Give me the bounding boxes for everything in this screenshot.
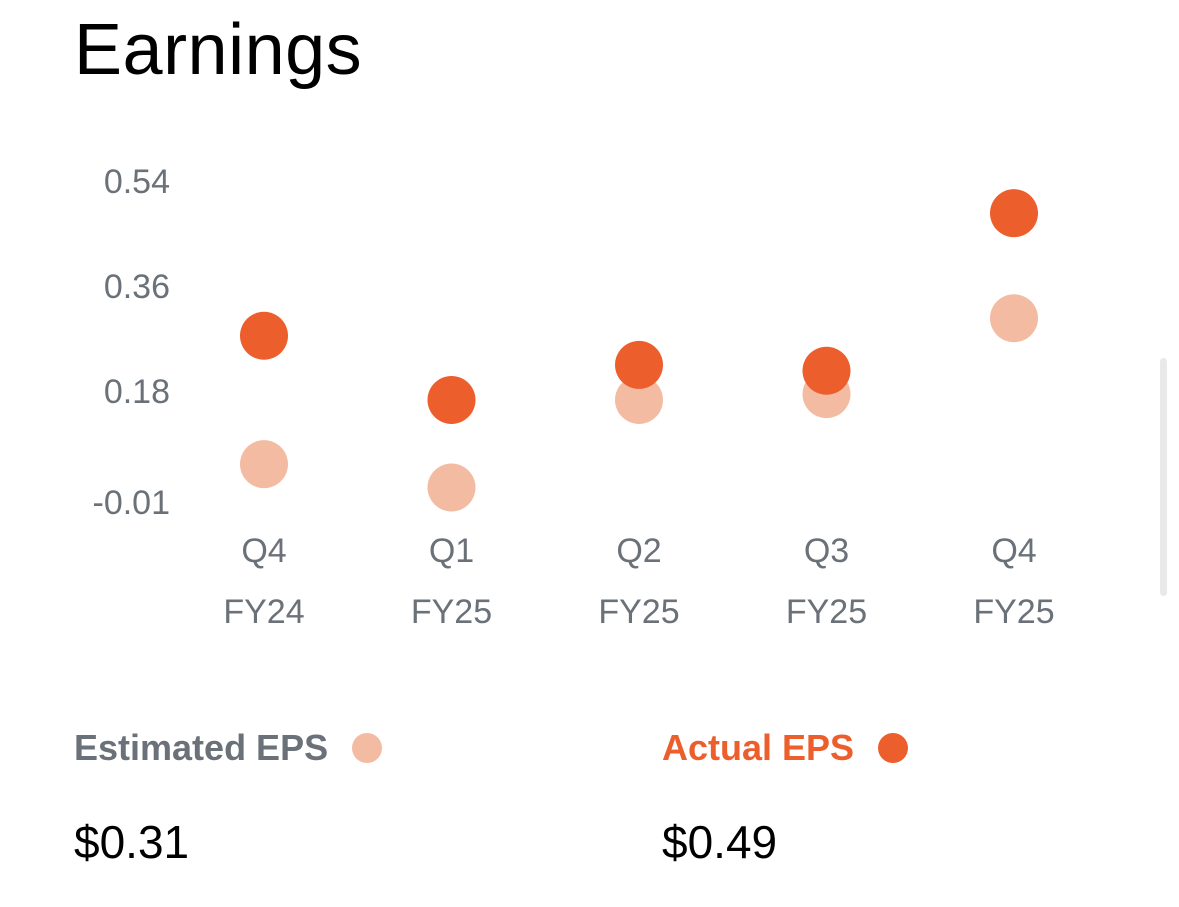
estimated-dot-icon [352, 733, 383, 763]
x-tick-quarter-label: Q4 [991, 532, 1036, 570]
legend-actual-eps: Actual EPS [662, 722, 909, 774]
legend-estimated-eps: Estimated EPS [74, 722, 383, 774]
y-tick-label: 0.18 [104, 373, 170, 411]
estimated-eps-point [990, 294, 1038, 343]
actual-eps-point [990, 189, 1038, 238]
x-tick-year-label: FY25 [411, 593, 492, 631]
actual-eps-value: $0.49 [662, 816, 778, 868]
x-tick-quarter-label: Q3 [804, 532, 849, 570]
x-tick-quarter-label: Q4 [241, 532, 286, 570]
estimated-eps-value: $0.31 [74, 816, 190, 868]
scrollbar[interactable] [1160, 358, 1167, 596]
data-points [240, 189, 1038, 512]
x-axis: Q4 FY24 Q1 FY25 Q2 FY25 Q3 FY25 Q4 FY25 [223, 532, 1054, 631]
y-tick-label: -0.01 [93, 484, 171, 522]
actual-eps-point [240, 311, 288, 360]
x-tick-year-label: FY25 [973, 593, 1054, 631]
eps-chart: 0.54 0.36 0.18 -0.01 Q4 FY24 Q1 FY25 Q2 FY25 Q3 FY… [93, 163, 1055, 631]
actual-eps-point [615, 340, 663, 389]
actual-eps-point [427, 375, 476, 424]
x-tick-year-label: FY25 [598, 593, 679, 631]
x-tick-year-label: FY24 [223, 593, 304, 631]
estimated-eps-point [427, 463, 476, 512]
page-title: Earnings [74, 10, 363, 90]
y-tick-label: 0.54 [104, 163, 170, 201]
x-tick-quarter-label: Q2 [616, 532, 661, 570]
x-tick-quarter-label: Q1 [429, 532, 474, 570]
legend-actual-label: Actual EPS [662, 727, 855, 768]
x-tick-year-label: FY25 [786, 593, 867, 631]
y-tick-label: 0.36 [104, 268, 170, 306]
legend-estimated-label: Estimated EPS [74, 727, 329, 768]
y-axis: 0.54 0.36 0.18 -0.01 [93, 163, 171, 522]
actual-dot-icon [878, 733, 909, 763]
actual-eps-point [802, 346, 851, 395]
estimated-eps-point [615, 375, 663, 424]
estimated-eps-point [240, 440, 288, 489]
